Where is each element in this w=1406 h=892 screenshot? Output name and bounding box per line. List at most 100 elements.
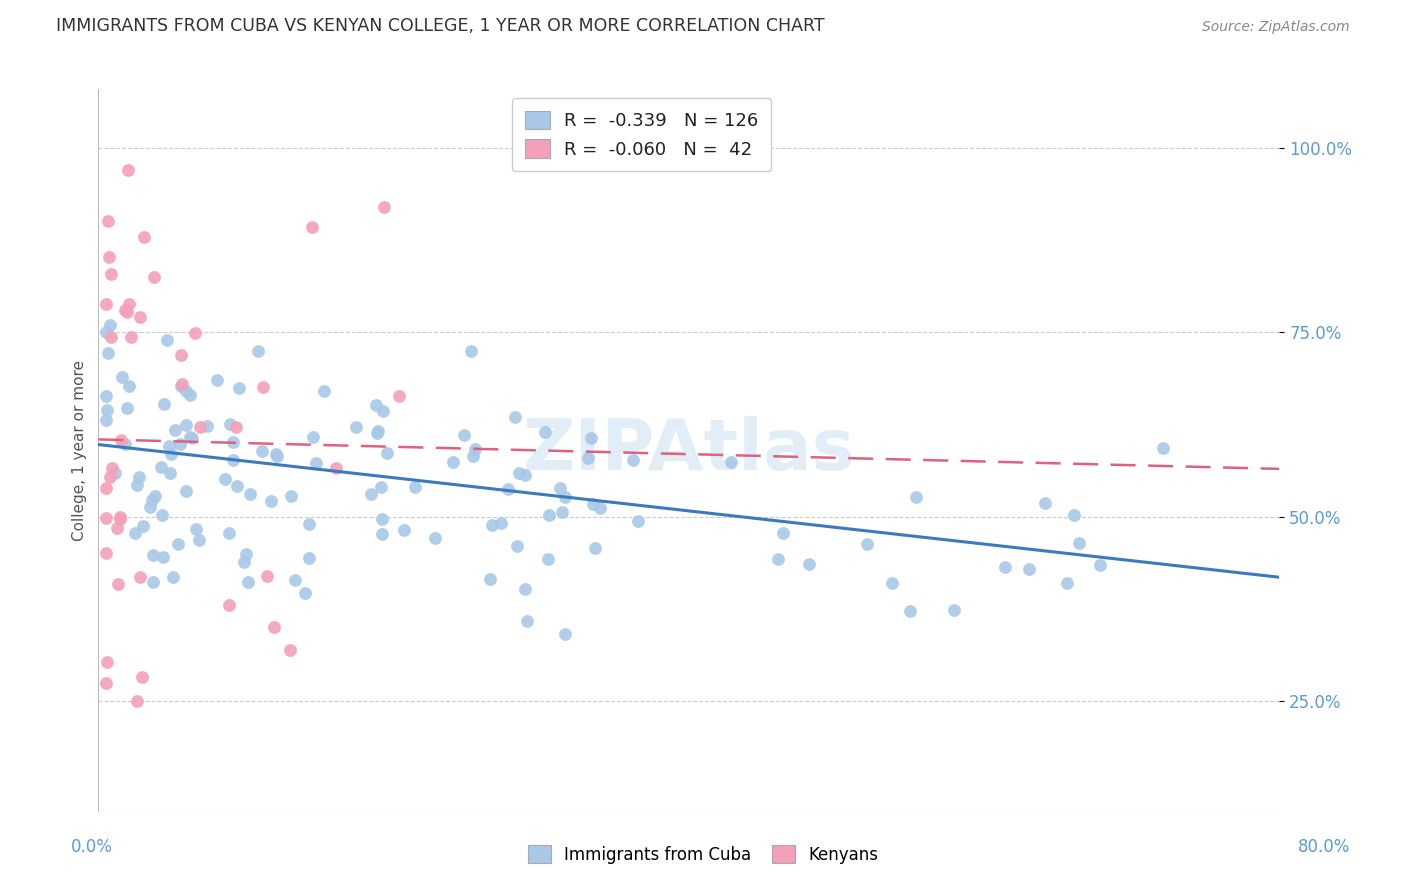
Point (460, 343, 482, 358)
Point (284, 573, 307, 587)
Point (280, 489, 302, 503)
Point (506, 539, 529, 553)
Point (554, 490, 576, 504)
Point (513, 468, 536, 483)
Text: 0.0%: 0.0% (70, 838, 112, 855)
Point (110, 433, 132, 447)
Point (766, 552, 789, 566)
Point (174, 417, 197, 432)
Point (513, 582, 536, 597)
Text: IMMIGRANTS FROM CUBA VS KENYAN COLLEGE, 1 YEAR OR MORE CORRELATION CHART: IMMIGRANTS FROM CUBA VS KENYAN COLLEGE, … (56, 17, 825, 35)
Point (1152, 441, 1174, 455)
Point (225, 420, 247, 434)
Point (139, 500, 162, 514)
Point (266, 449, 288, 463)
Point (1063, 508, 1085, 522)
Text: ZIPAtlas: ZIPAtlas (523, 416, 855, 485)
Point (239, 487, 262, 501)
Point (181, 431, 204, 445)
Point (159, 439, 181, 453)
Point (125, 478, 148, 492)
Point (150, 459, 173, 474)
Point (325, 461, 347, 475)
Point (856, 537, 879, 551)
Point (1018, 562, 1040, 576)
Point (167, 537, 190, 551)
Point (266, 446, 288, 460)
Point (104, 466, 127, 480)
Point (377, 446, 399, 460)
Point (207, 373, 229, 387)
Point (294, 585, 316, 599)
Point (125, 694, 148, 708)
Point (152, 550, 174, 565)
Point (97, 214, 120, 228)
Point (184, 326, 207, 340)
Point (187, 533, 209, 548)
Point (238, 575, 260, 590)
Point (441, 455, 464, 469)
Point (534, 425, 557, 439)
Point (218, 525, 240, 540)
Point (162, 569, 184, 583)
Point (943, 603, 966, 617)
Point (898, 604, 921, 618)
Point (141, 492, 163, 507)
Point (548, 481, 571, 495)
Point (233, 555, 256, 569)
Point (579, 431, 602, 445)
Point (370, 512, 392, 526)
Point (170, 348, 193, 362)
Point (160, 447, 183, 461)
Point (583, 541, 606, 555)
Point (360, 487, 382, 501)
Point (124, 525, 146, 540)
Point (256, 568, 278, 582)
Point (489, 516, 512, 530)
Point (131, 670, 153, 684)
Point (100, 330, 122, 344)
Legend: Immigrants from Cuba, Kenyans: Immigrants from Cuba, Kenyans (522, 838, 884, 871)
Point (142, 548, 165, 562)
Point (453, 427, 475, 442)
Point (115, 401, 138, 415)
Point (179, 430, 201, 444)
Point (305, 456, 328, 470)
Text: Source: ZipAtlas.com: Source: ZipAtlas.com (1202, 21, 1350, 34)
Point (170, 377, 193, 392)
Point (129, 310, 152, 325)
Point (114, 437, 136, 451)
Point (96, 325, 118, 339)
Point (314, 384, 336, 398)
Point (222, 453, 245, 467)
Point (302, 430, 325, 444)
Point (1033, 496, 1056, 510)
Point (581, 497, 603, 511)
Point (159, 466, 181, 480)
Point (554, 627, 576, 641)
Point (179, 387, 201, 401)
Point (117, 163, 139, 178)
Point (94, 389, 117, 403)
Point (174, 483, 197, 498)
Point (1067, 535, 1090, 549)
Point (214, 472, 236, 486)
Point (111, 370, 134, 384)
Point (226, 479, 249, 493)
Point (94, 511, 117, 525)
Point (505, 410, 527, 425)
Point (537, 551, 560, 566)
Point (218, 599, 240, 613)
Point (621, 453, 644, 467)
Point (371, 527, 394, 541)
Point (278, 642, 301, 657)
Point (720, 455, 742, 469)
Point (366, 399, 388, 413)
Point (94, 413, 117, 427)
Point (626, 514, 648, 528)
Point (498, 482, 520, 496)
Point (128, 470, 150, 484)
Point (344, 419, 367, 434)
Point (117, 296, 139, 310)
Point (464, 442, 486, 457)
